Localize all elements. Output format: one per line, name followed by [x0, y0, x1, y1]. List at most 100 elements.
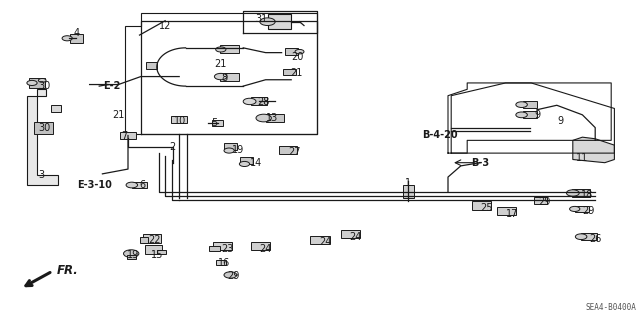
Bar: [127, 255, 136, 259]
Circle shape: [27, 80, 37, 85]
Polygon shape: [268, 14, 291, 29]
Polygon shape: [573, 137, 614, 163]
Bar: [534, 197, 547, 204]
Text: E-3-10: E-3-10: [77, 180, 112, 190]
Bar: [497, 207, 516, 215]
Bar: [140, 237, 148, 243]
Circle shape: [38, 78, 46, 82]
Text: 25: 25: [480, 203, 493, 213]
Bar: [220, 73, 239, 81]
Text: 19: 19: [232, 145, 244, 155]
Text: 29: 29: [538, 197, 550, 207]
Text: 22: 22: [148, 235, 161, 245]
Bar: [216, 260, 226, 265]
Text: SEA4-B0400A: SEA4-B0400A: [586, 303, 637, 312]
Text: 20: 20: [291, 52, 304, 63]
Bar: [157, 249, 166, 255]
Bar: [34, 122, 53, 134]
Text: 30: 30: [38, 81, 51, 91]
Bar: [51, 105, 61, 112]
Text: 24: 24: [349, 232, 362, 242]
Text: 12: 12: [159, 20, 172, 31]
Text: 18: 18: [581, 189, 594, 200]
Bar: [403, 185, 414, 198]
Bar: [581, 233, 597, 240]
Circle shape: [224, 148, 234, 153]
Bar: [70, 34, 83, 43]
Circle shape: [256, 114, 271, 122]
Circle shape: [239, 161, 250, 167]
Text: E-2: E-2: [103, 81, 121, 91]
Text: 9: 9: [557, 116, 563, 126]
Text: B-4-20: B-4-20: [422, 130, 458, 140]
Bar: [279, 146, 297, 154]
Text: 4: 4: [74, 28, 80, 39]
Text: B-3: B-3: [471, 158, 489, 168]
Bar: [266, 114, 284, 122]
Circle shape: [260, 18, 275, 26]
Bar: [224, 143, 237, 150]
Circle shape: [566, 190, 579, 196]
Text: 3: 3: [38, 170, 45, 181]
Bar: [240, 157, 253, 164]
Text: 8: 8: [221, 73, 227, 83]
Bar: [472, 201, 491, 210]
Circle shape: [295, 49, 304, 54]
Bar: [146, 62, 157, 69]
Text: 26: 26: [589, 234, 602, 244]
Bar: [575, 206, 589, 212]
Bar: [523, 101, 537, 108]
Bar: [172, 116, 188, 123]
Circle shape: [62, 36, 72, 41]
Text: 10: 10: [174, 116, 187, 126]
Text: 21: 21: [112, 110, 125, 120]
Circle shape: [243, 98, 256, 105]
Bar: [212, 120, 223, 126]
Circle shape: [575, 234, 587, 240]
Text: 6: 6: [139, 180, 145, 190]
Polygon shape: [27, 89, 58, 185]
Bar: [132, 182, 147, 188]
Bar: [251, 242, 270, 250]
Text: 19: 19: [127, 250, 140, 260]
Text: 24: 24: [259, 244, 272, 255]
Text: 24: 24: [319, 237, 332, 248]
Bar: [572, 189, 590, 197]
Text: 23: 23: [221, 244, 234, 255]
Text: 14: 14: [250, 158, 262, 168]
Text: 13: 13: [266, 113, 278, 123]
Bar: [209, 246, 220, 251]
Bar: [145, 245, 162, 254]
Bar: [341, 230, 360, 239]
Bar: [523, 111, 537, 118]
Text: 15: 15: [151, 250, 164, 260]
Circle shape: [516, 102, 527, 108]
Text: 17: 17: [506, 209, 518, 219]
Circle shape: [516, 112, 527, 118]
Circle shape: [570, 206, 580, 211]
Text: 31: 31: [255, 14, 268, 24]
Circle shape: [126, 182, 138, 188]
Text: 21: 21: [214, 59, 227, 69]
Text: 29: 29: [227, 271, 240, 281]
Bar: [143, 234, 161, 243]
Bar: [252, 97, 268, 105]
Bar: [283, 69, 296, 75]
Circle shape: [214, 73, 227, 80]
Text: 30: 30: [38, 122, 51, 133]
Text: FR.: FR.: [56, 264, 78, 277]
Text: 5: 5: [211, 118, 218, 128]
Text: 1: 1: [405, 178, 412, 189]
Text: 2: 2: [170, 142, 176, 152]
Circle shape: [224, 272, 237, 278]
Circle shape: [124, 250, 139, 257]
Bar: [220, 45, 239, 54]
Circle shape: [216, 47, 226, 52]
Text: 9: 9: [534, 110, 541, 120]
Text: 7: 7: [122, 130, 128, 141]
Text: 28: 28: [257, 97, 270, 107]
Bar: [310, 236, 330, 244]
Text: 29: 29: [582, 205, 595, 216]
Bar: [213, 242, 232, 250]
Text: 27: 27: [288, 146, 301, 157]
